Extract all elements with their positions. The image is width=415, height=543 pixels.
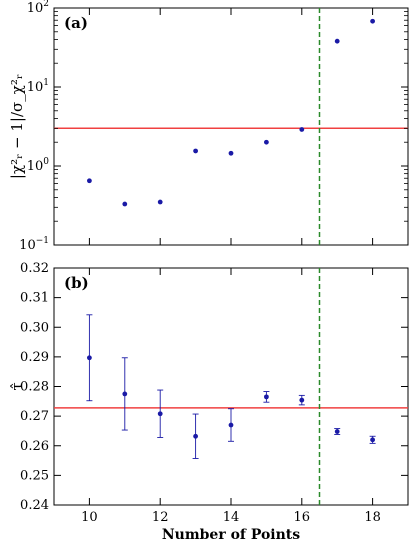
panel-b-ytick-label: 0.28 — [20, 380, 49, 395]
panel-a-y-axis-label: |χ²ᵣ − 1|/σ_χ²ᵣ — [8, 74, 26, 179]
panel-a-ytick-label: 100 — [27, 157, 50, 174]
panel-b: 0.24 0.25 0.26 0.27 0.28 0.29 0.30 0.31 0.32 10 12… — [8, 261, 409, 543]
panel-a-ytick-label: 101 — [27, 78, 49, 95]
panel-b-ytick-label: 0.30 — [20, 320, 49, 335]
panel-b-data-point — [87, 355, 92, 361]
panel-b-label: (b) — [64, 274, 89, 292]
panel-b-xtick-label: 18 — [364, 510, 381, 525]
panel-b-data-point — [122, 391, 128, 397]
panel-a-ytick-label: 102 — [27, 0, 49, 16]
panel-a-data-point — [157, 199, 163, 205]
panel-b-ytick-label: 0.29 — [20, 350, 49, 365]
panel-b-ytick-label: 0.26 — [20, 439, 49, 454]
panel-a-frame — [53, 7, 409, 246]
panel-a-data-point — [193, 148, 199, 154]
panel-b-data-point — [264, 394, 269, 400]
panel-b-data-point — [157, 411, 163, 417]
panel-b-frame — [53, 267, 409, 506]
panel-b-data-point — [370, 437, 375, 443]
panel-a-data-point — [370, 18, 375, 24]
panel-a-label: (a) — [64, 14, 88, 32]
panel-b-xtick-label: 12 — [152, 510, 169, 525]
panel-b-ytick-label: 0.25 — [20, 468, 49, 483]
panel-b-data-point — [334, 429, 340, 434]
panel-a-ytick-label: 10−1 — [19, 236, 49, 253]
panel-b-data-point — [228, 422, 234, 428]
panel-b-xtick-label: 10 — [81, 510, 98, 525]
panel-a: 10−1 100 101 102 (a) |χ²ᵣ − 1|/σ_χ²ᵣ — [8, 0, 409, 253]
panel-b-data-point — [299, 397, 305, 403]
panel-b-xtick-label: 14 — [223, 510, 240, 525]
x-axis-label: Number of Points — [162, 527, 300, 543]
panel-b-ytick-label: 0.32 — [20, 261, 49, 276]
panel-b-ytick-label: 0.31 — [20, 291, 49, 306]
panel-a-data-point — [299, 127, 305, 132]
panel-b-ytick-label: 0.27 — [20, 409, 49, 424]
panel-a-data-point — [87, 178, 92, 184]
panel-a-data-point — [334, 38, 340, 44]
panel-a-data-point — [228, 150, 234, 156]
panel-b-y-axis-label: τ̂ — [8, 382, 26, 390]
panel-b-ytick-label: 0.24 — [20, 498, 49, 513]
panel-a-data-point — [264, 139, 269, 145]
panel-a-data-point — [122, 201, 128, 207]
panel-b-data-point — [193, 433, 199, 439]
panel-b-xtick-label: 16 — [294, 510, 311, 525]
